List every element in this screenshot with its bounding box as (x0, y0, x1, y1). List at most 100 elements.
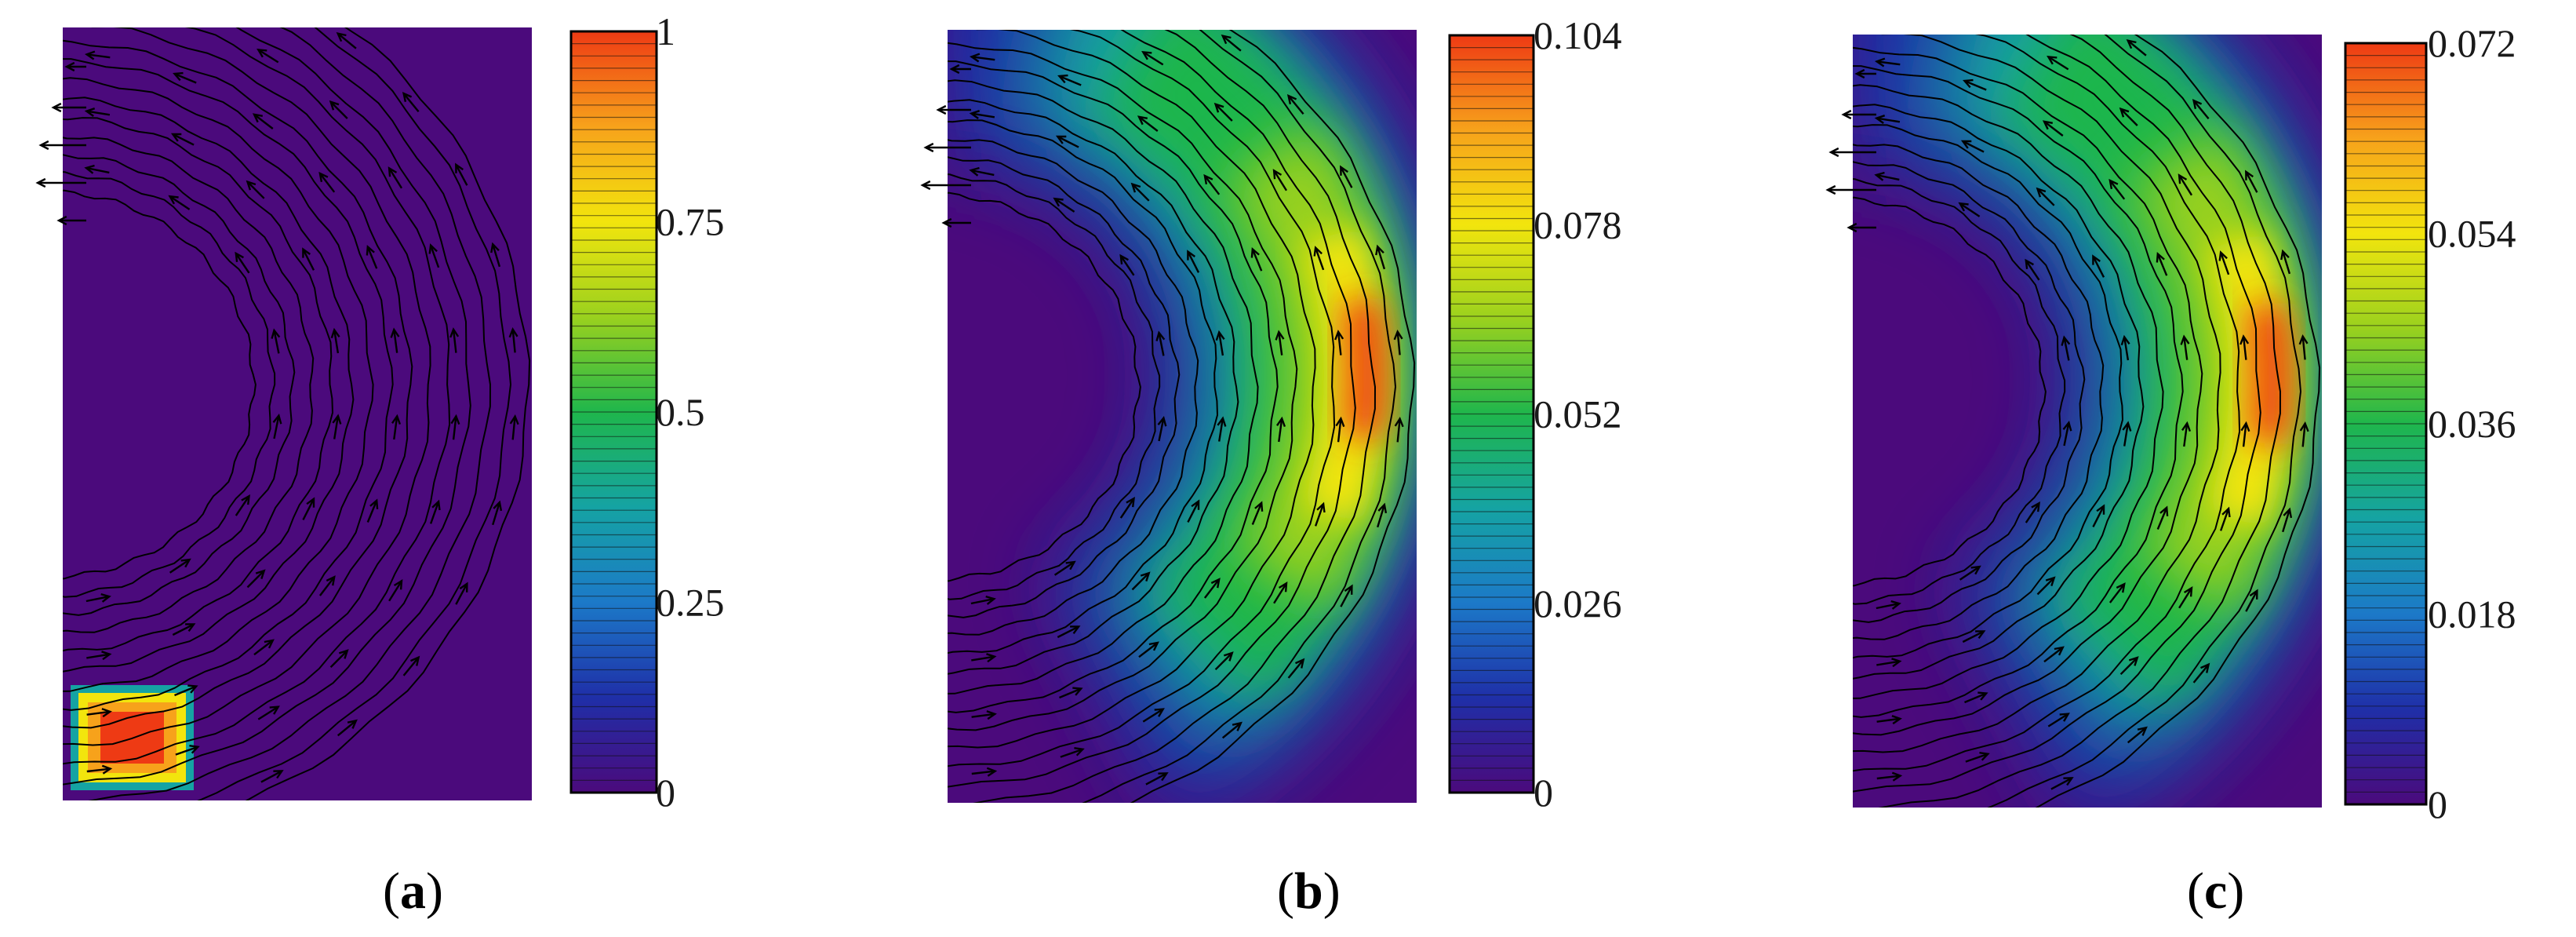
velocity-arrow (388, 579, 403, 602)
velocity-arrow (1874, 171, 1900, 181)
velocity-arrow (2061, 335, 2071, 361)
velocity-arrow (2108, 582, 2126, 603)
velocity-arrow (337, 719, 358, 737)
velocity-arrow (387, 166, 403, 189)
velocity-arrow (1053, 560, 1076, 576)
velocity-arrow (86, 764, 113, 775)
velocity-arrow (972, 825, 995, 833)
velocity-arrow (1061, 808, 1084, 816)
velocity-arrow (1155, 330, 1166, 356)
colorbar-tick-label: 0.052 (1534, 392, 1622, 436)
velocity-arrow (2119, 107, 2138, 126)
streamline (1878, 35, 2282, 808)
streamline (948, 30, 1316, 749)
velocity-arrow (1966, 20, 1988, 29)
panel-b: 0 0.026 0.052 0.078 0.104 (b) (920, 0, 1622, 920)
velocity-arrow (302, 497, 315, 520)
streamline (1853, 35, 2221, 753)
velocity-arrow (1214, 651, 1234, 671)
velocity-arrow (235, 251, 250, 274)
velocity-arrow (971, 710, 997, 720)
streamline (63, 137, 315, 633)
velocity-arrows (969, 0, 1404, 833)
velocity-arrow (1146, 0, 1167, 1)
velocity-arrow (1340, 165, 1353, 188)
velocity-arrow (1145, 772, 1169, 786)
velocity-arrow (2126, 39, 2147, 57)
velocity-arrow (1221, 721, 1243, 739)
velocity-arrow (2025, 501, 2040, 523)
velocity-arrow (2036, 576, 2056, 596)
streamlines (1853, 35, 2321, 808)
velocity-arrow (1203, 173, 1221, 195)
velocity-arrow (1142, 708, 1165, 723)
inflow-arrow (920, 180, 971, 191)
velocity-arrow (1130, 182, 1150, 202)
velocity-arrow (1055, 135, 1079, 148)
streamlines (63, 27, 531, 800)
streamline (948, 139, 1199, 636)
velocity-arrow (2047, 713, 2070, 727)
inflow-arrow (64, 61, 86, 72)
velocity-arrow (1962, 630, 1986, 644)
streamline (1987, 35, 2302, 808)
streamline (63, 27, 451, 765)
velocity-arrow (366, 245, 378, 269)
inflow-arrow (1854, 68, 1876, 79)
velocity-arrow (2240, 421, 2250, 447)
velocity-arrow (2245, 589, 2258, 612)
inflow-arrow (949, 64, 971, 75)
velocity-arrow (1967, 812, 1989, 821)
streamline (1130, 30, 1416, 803)
velocity-arrow (336, 32, 357, 49)
velocity-arrow (2047, 55, 2069, 71)
velocity-arrow (402, 92, 420, 113)
streamline (948, 79, 1259, 695)
velocity-arrow (2178, 173, 2193, 196)
velocity-arrow (2127, 726, 2148, 744)
velocity-arrow (169, 558, 191, 574)
velocity-arrow (2245, 170, 2258, 193)
velocity-arrow (2062, 421, 2072, 447)
streamline (63, 154, 296, 616)
streamline (948, 30, 1336, 767)
plot-area (1853, 0, 2322, 821)
velocity-arrow (455, 582, 468, 605)
velocity-arrow (252, 113, 274, 129)
velocity-arrow (2282, 507, 2293, 533)
field-layer (2246, 301, 2292, 446)
panel-label: (c) (2187, 862, 2244, 920)
velocity-arrow (1876, 658, 1902, 668)
velocity-arrow (87, 0, 111, 2)
streamline (973, 30, 1377, 803)
colorbar-tick-label: 0.054 (2428, 212, 2516, 256)
velocity-arrow (2042, 120, 2064, 137)
inflow-arrow (941, 217, 971, 228)
colorbar-tick-label: 0 (2428, 782, 2447, 826)
streamline (948, 191, 1141, 582)
velocity-arrow (1187, 250, 1200, 273)
velocity-arrow (1375, 244, 1386, 270)
velocity-arrow (2051, 0, 2072, 5)
velocity-arrow (1187, 499, 1200, 523)
velocity-arrow (1057, 74, 1082, 86)
velocity-arrow (1119, 496, 1135, 519)
velocity-arrow (329, 649, 349, 669)
velocity-arrow (1965, 752, 1990, 763)
velocity-arrow (970, 595, 996, 605)
velocity-arrow (318, 171, 336, 193)
velocity-arrow (330, 327, 340, 354)
panel-label: (a) (383, 862, 443, 920)
plot-area (948, 0, 1417, 833)
velocity-arrow (1877, 2, 1901, 9)
velocity-arrow (391, 414, 402, 440)
velocity-arrow (971, 653, 997, 663)
velocity-arrow (175, 745, 200, 756)
velocity-arrow (1059, 687, 1083, 699)
velocity-arrow (2298, 334, 2309, 360)
colorbar-tick-label: 0 (656, 771, 675, 815)
velocity-arrow (272, 414, 282, 439)
velocity-arrow (1217, 416, 1227, 442)
velocity-arrow (1393, 329, 1403, 355)
velocity-arrow (1203, 578, 1221, 599)
